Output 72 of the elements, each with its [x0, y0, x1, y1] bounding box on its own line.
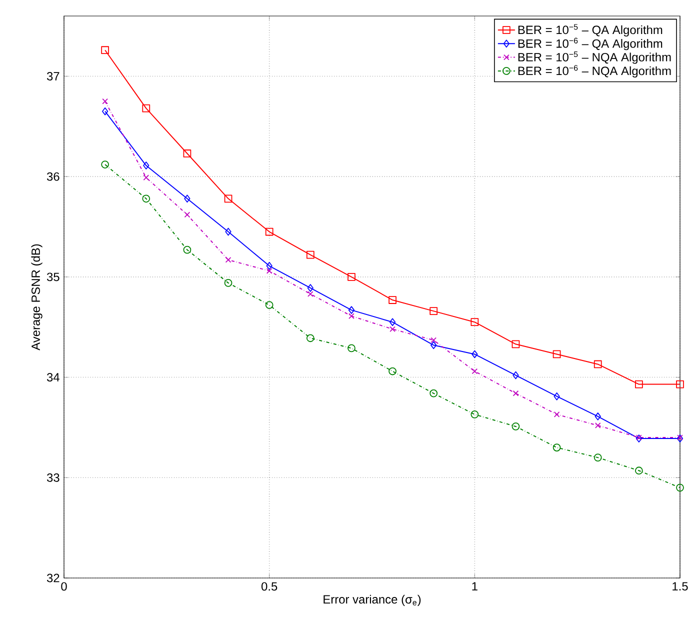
legend-label: BER = 10$^{−5}$ – NQA Algorithm [518, 51, 671, 64]
point [389, 318, 396, 326]
point [143, 162, 150, 170]
y-tick-label: 32 [46, 574, 60, 582]
point [306, 334, 314, 342]
point [101, 46, 110, 54]
point [512, 390, 519, 396]
point [552, 350, 561, 358]
point [307, 291, 314, 297]
point [512, 340, 520, 348]
y-tick-label: 35 [46, 272, 60, 282]
point [594, 454, 602, 462]
point [430, 389, 438, 398]
point [266, 268, 272, 274]
y-axis-title: Average PSNR (dB) [31, 244, 42, 350]
point [184, 194, 190, 203]
point [512, 422, 520, 430]
point [102, 98, 108, 104]
x-tick-label: 1 [472, 582, 478, 590]
x-tick-label: 0.5 [261, 582, 278, 591]
point [225, 228, 232, 236]
point [552, 444, 561, 452]
point [101, 160, 110, 168]
legend-label: BER = 10$^{−5}$ – QA Algorithm [518, 24, 662, 36]
point [307, 284, 314, 292]
point [470, 410, 479, 418]
legend-label: BER = 10$^{−6}$ – QA Algorithm [518, 38, 662, 50]
point [512, 371, 519, 380]
x-tick-label: 0 [61, 582, 67, 591]
point [470, 318, 479, 326]
point [676, 484, 684, 492]
point [390, 326, 396, 332]
point [388, 367, 396, 376]
point [635, 466, 643, 475]
point [554, 412, 560, 418]
point [348, 272, 356, 281]
point [594, 422, 601, 428]
point [348, 306, 355, 314]
point [430, 337, 437, 344]
point [554, 392, 560, 400]
x-tick-label: 1.5 [672, 582, 688, 591]
x-axis-title: Error variance (σ$_{e}$) [324, 594, 421, 606]
point [594, 360, 602, 368]
point [224, 279, 232, 287]
y-tick-label: 33 [46, 473, 60, 482]
y-tick-label: 37 [46, 72, 60, 80]
point [676, 380, 684, 388]
point [306, 250, 314, 259]
point [594, 412, 601, 420]
point [265, 228, 274, 236]
point [183, 246, 192, 254]
point [430, 307, 438, 315]
point [265, 301, 274, 309]
point [472, 368, 478, 374]
point [224, 194, 232, 203]
point [184, 212, 190, 218]
point [143, 174, 150, 180]
y-tick-label: 36 [46, 172, 60, 181]
point [430, 341, 437, 350]
point [142, 104, 150, 112]
point [472, 350, 478, 358]
point [635, 380, 643, 388]
point [388, 296, 396, 304]
point [348, 344, 356, 352]
point [266, 262, 272, 270]
legend-label: BER = 10$^{−6}$ – NQA Algorithm [518, 65, 671, 78]
point [142, 194, 150, 203]
point [102, 107, 108, 116]
y-tick-label: 34 [46, 373, 60, 382]
point [348, 313, 354, 319]
point [225, 256, 232, 263]
point [183, 150, 192, 158]
